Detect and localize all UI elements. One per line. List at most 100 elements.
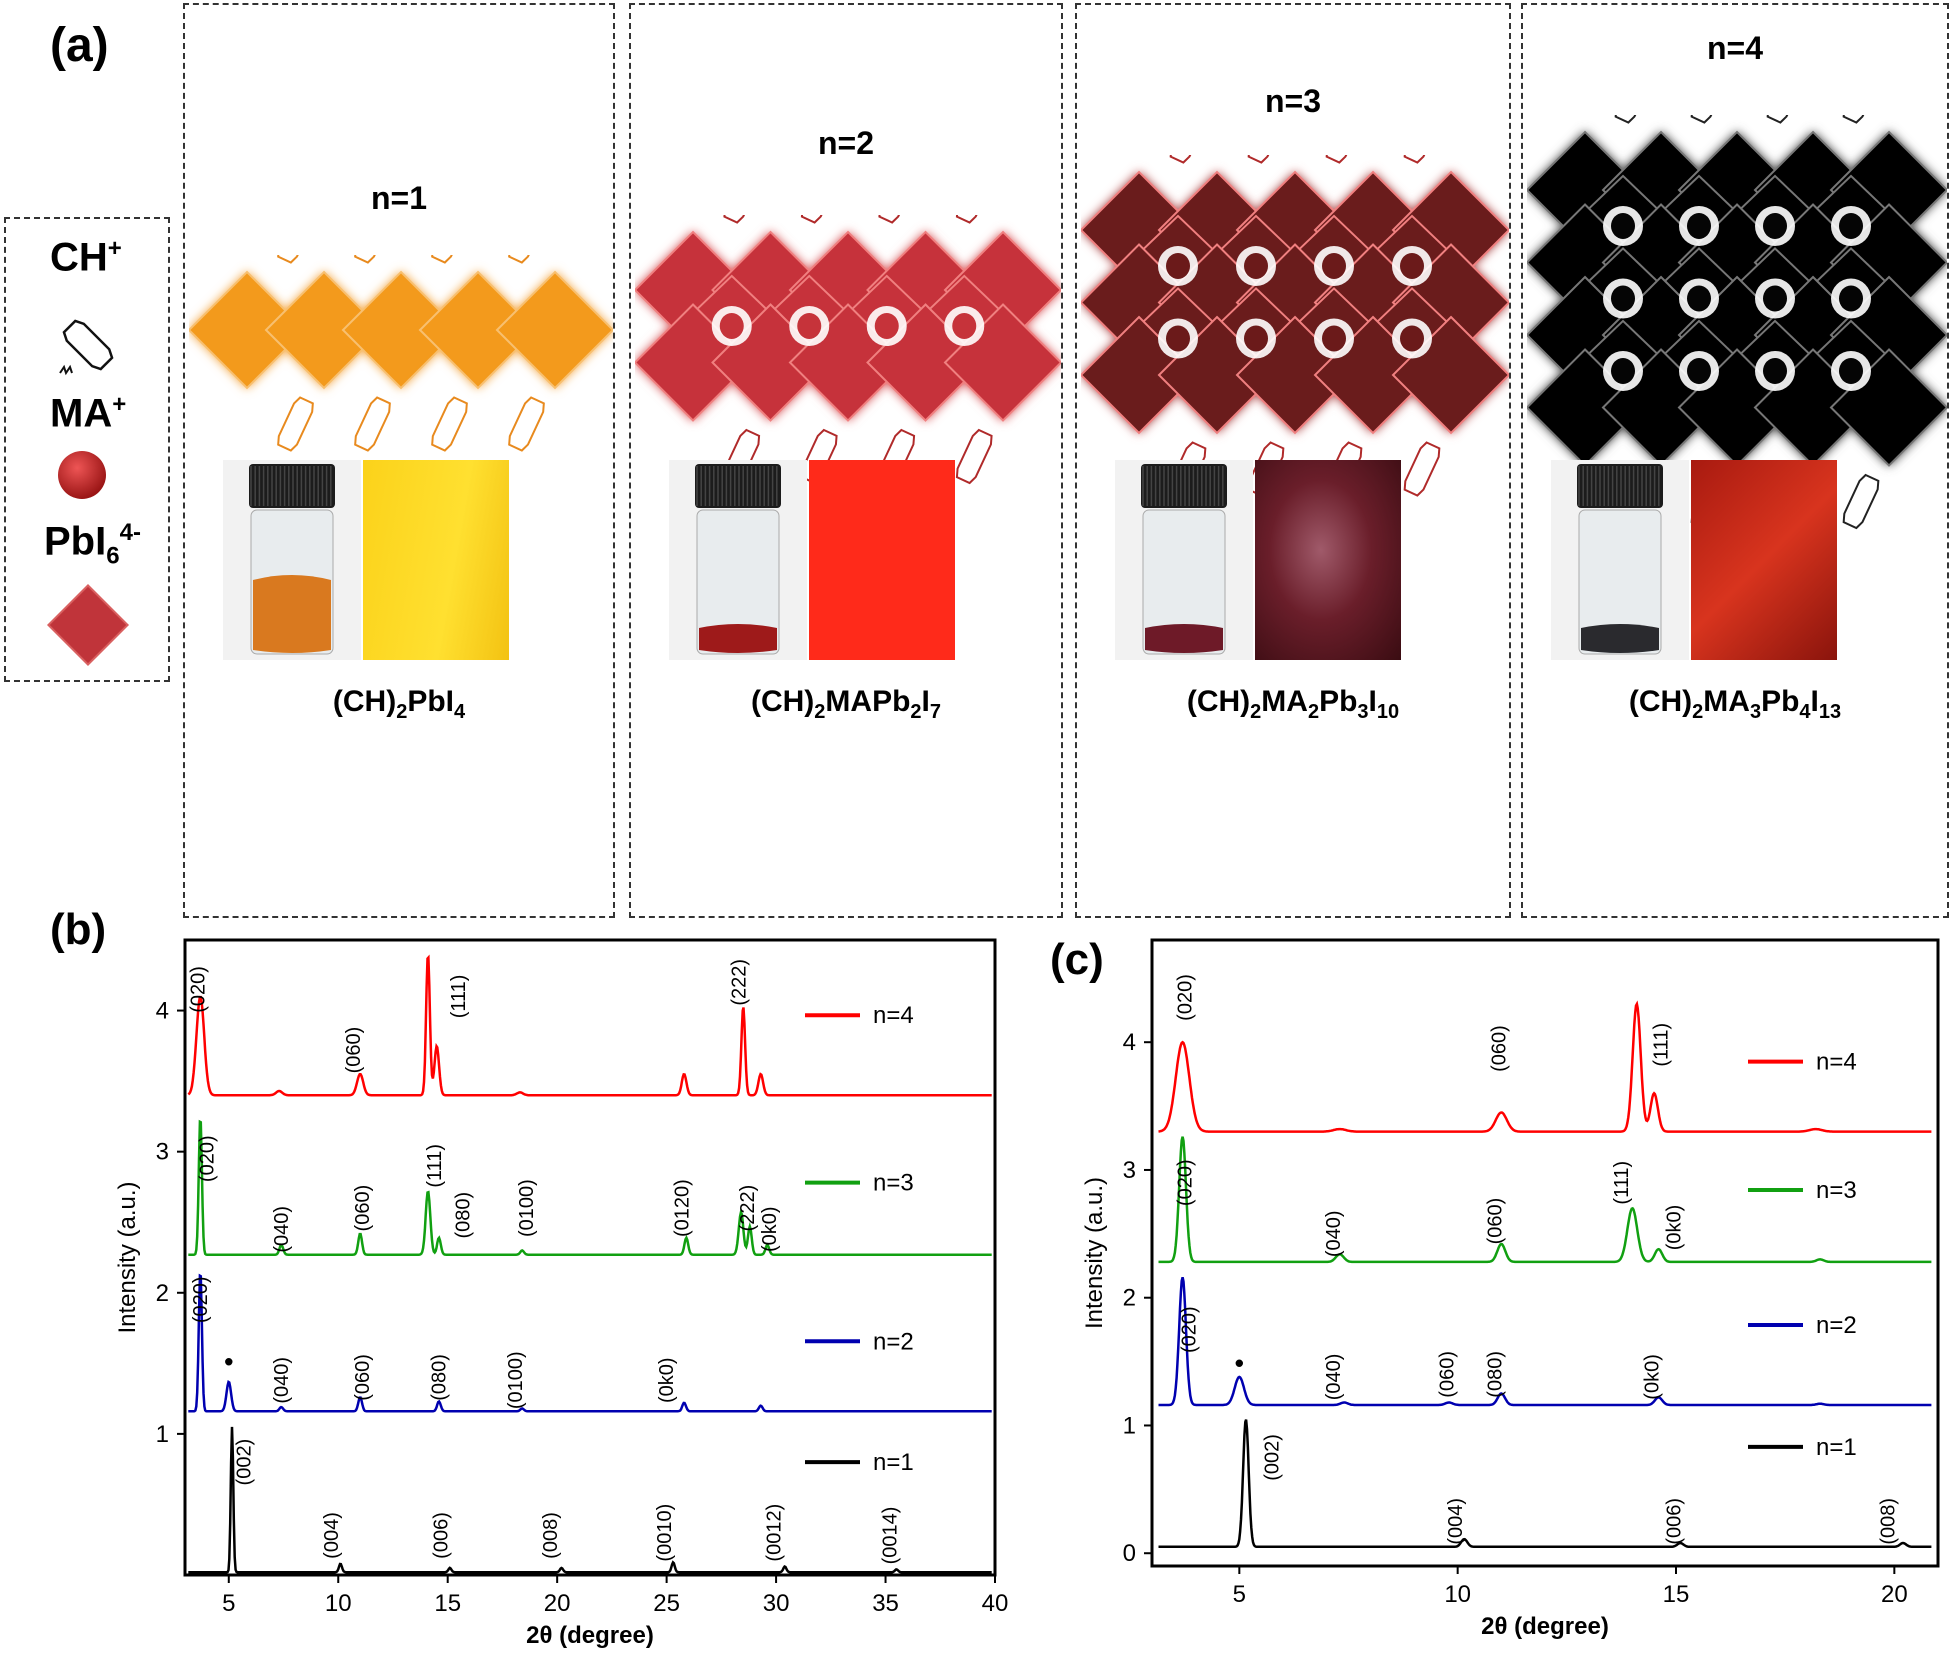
structure-formula: (CH)2MAPb2I7 [750,685,942,723]
ma-cation [1244,252,1268,279]
y-axis-label: Intensity (a.u.) [114,1181,141,1333]
structure-box-n3: n=3 (CH)2MA2Pb3I10 [1075,3,1511,918]
y-axis-label: Intensity (a.u.) [1081,1177,1108,1329]
vial-photo [1115,460,1253,660]
ma-cation [1322,252,1346,279]
peak-annotation: (002) [234,1439,256,1486]
peak-annotation: (020) [188,966,210,1013]
series-line-n=2 [1158,1277,1932,1407]
ma-cation [1687,285,1711,312]
x-tick-label: 10 [325,1590,352,1617]
ch-spacer [878,215,916,224]
ma-cation [1166,252,1190,279]
peak-annotation: (040) [271,1357,293,1404]
peak-annotation: (004) [1445,1498,1467,1545]
ch-spacer [1169,155,1207,164]
x-axis-label: 2θ (degree) [526,1622,654,1649]
ma-cation [1611,212,1635,239]
peak-annotation: (111) [448,975,470,1019]
ma-cation-icon [58,451,106,499]
legend-entry: n=1 [873,1449,914,1476]
peak-annotation: (060) [1489,1025,1511,1072]
peak-annotation: (008) [540,1512,562,1559]
ch-spacer [800,215,838,224]
peak-annotation: (060) [352,1185,374,1232]
peak-annotation: (060) [343,1027,365,1074]
ch-spacer [955,215,993,224]
peak-annotation: (006) [1663,1498,1685,1545]
ch-spacer [1690,115,1728,124]
legend-entry: n=3 [1816,1177,1857,1204]
peak-annotation: (0k0) [656,1357,678,1403]
x-tick-label: 5 [1233,1581,1246,1608]
ma-cation [1244,325,1268,352]
y-tick-label: 1 [1123,1412,1136,1439]
panel-c-label: (c) [1050,935,1104,984]
series-line-n=3 [1158,1136,1932,1264]
structure-formula: (CH)2MA2Pb3I10 [1186,685,1400,723]
ch-spacer [1403,155,1441,164]
film-photo [1255,460,1401,660]
peak-annotation: (222) [728,959,750,1006]
peak-annotation: (0k0) [759,1206,781,1252]
peak-annotation: (020) [190,1276,212,1323]
ch-spacer [955,428,993,485]
x-tick-label: 40 [982,1590,1009,1617]
ma-cation [797,312,822,339]
peak-annotation: (040) [1323,1210,1345,1257]
peak-annotation: (0010) [654,1504,676,1562]
peak-annotation: (020) [1179,1306,1201,1353]
peak-annotation: • [1235,1348,1244,1378]
ch-spacer [1247,155,1285,164]
ma-cation [1763,212,1787,239]
series-line-n=1 [1158,1419,1932,1549]
peak-annotation: (080) [429,1354,451,1401]
ch-spacer [1842,115,1880,124]
ch-spacer [508,396,545,452]
ch-spacer [277,396,314,452]
structure-n-label: n=3 [1264,83,1322,119]
octahedron [495,270,613,390]
peak-annotation: (020) [1174,1159,1196,1206]
structure-formula: (CH)2PbI4 [332,685,466,723]
ma-cation [874,312,899,339]
peak-annotation: (060) [1436,1351,1458,1398]
peak-annotation: (040) [1323,1354,1345,1401]
peak-annotation: (002) [1262,1434,1284,1481]
ch-spacer [1403,441,1441,497]
y-tick-label: 3 [156,1139,169,1166]
peak-annotation: (111) [1650,1023,1672,1067]
y-tick-label: 4 [1123,1029,1136,1056]
legend-entry: n=2 [1816,1312,1857,1339]
x-tick-label: 20 [544,1590,571,1617]
vial-photo [1551,460,1689,660]
perovskite-lattice [1527,115,1947,530]
x-tick-label: 35 [872,1590,899,1617]
series-line-n=4 [187,954,992,1097]
y-tick-label: 1 [156,1421,169,1448]
vial-photo [223,460,361,660]
x-tick-label: 25 [653,1590,680,1617]
x-tick-label: 15 [1663,1581,1690,1608]
vial-photo [669,460,807,660]
perovskite-lattice [635,215,1061,485]
panel-b-label: (b) [50,905,107,954]
ma-cation [1687,212,1711,239]
legend-entry: n=3 [873,1170,914,1197]
ch-spacer [723,215,761,224]
structure-box-n1: n=1 (CH)2PbI4 [183,3,615,918]
ch-spacer [1325,155,1363,164]
peak-annotation: (111) [1611,1161,1633,1205]
x-tick-label: 5 [222,1590,235,1617]
ma-cation [1400,252,1424,279]
film-photo [1691,460,1837,660]
x-axis-label: 2θ (degree) [1481,1613,1609,1640]
plot-frame [183,938,997,1577]
pbi6-octahedron-icon [46,583,130,667]
legend-entry: n=4 [873,1002,914,1029]
peak-annotation: (004) [321,1512,343,1559]
panel-a-label: (a) [50,19,109,72]
y-tick-label: 3 [1123,1157,1136,1184]
ma-cation [1322,325,1346,352]
ch-spacer [431,396,468,452]
